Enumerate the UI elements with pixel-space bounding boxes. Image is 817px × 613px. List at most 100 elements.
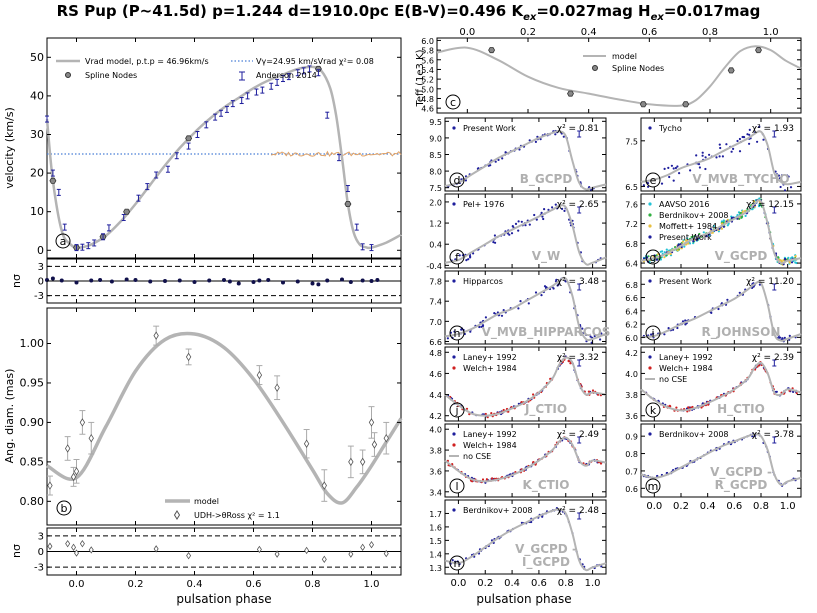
y-tick-label: 7.0 [429,318,442,327]
residual-point [65,539,71,548]
angdiam-point [348,457,354,467]
angdiam-point [64,444,71,453]
y-tick-label: 0.80 [20,495,45,508]
residual-point [360,278,365,283]
photometry-point [675,406,678,409]
residual-point [79,539,85,548]
photometry-point [777,334,780,337]
photometry-point [717,307,720,311]
legend-label: Hipparcos [463,277,503,286]
photometry-point [524,224,527,227]
photometry-point [697,163,701,166]
residual-point [369,279,374,283]
photometry-point [555,278,558,281]
panel-badge [55,233,71,249]
chi2-label: χ² = 2.39 [752,353,794,363]
y-tick-label: 8.5 [429,151,442,160]
photometry-point [720,227,724,230]
photometry-point [492,241,495,244]
photometry-point [695,238,698,242]
y-tick-label: 6.6 [625,294,638,303]
y-tick-label: 5.4 [421,66,434,75]
residual-point [124,277,129,282]
x-tick-label: 0.2 [673,501,689,512]
photometry-point [485,478,488,481]
angdiam-point [303,439,310,448]
x-tick-label: 0.0 [646,501,662,512]
residual-point [74,280,79,285]
panel-badge-letter: k [650,404,657,417]
chi2-label: χ² = 3.48 [557,277,599,287]
residual-point [227,279,232,284]
photometry-point [494,241,497,244]
velocity-axes [46,37,402,259]
residual-point [360,543,366,552]
legend-label: Laney+ 1992 [463,430,517,439]
y-tick-label: 6.6 [429,338,442,347]
angdiam-point [371,440,378,449]
residual-point [251,279,256,284]
residual-point [98,278,103,283]
photometry-point [663,167,666,170]
x-tick-label: 1.0 [585,578,601,589]
photometry-point [674,246,677,249]
photometry-point [569,362,572,365]
angdiam-point [70,472,77,482]
y-tick-label: 0.90 [20,416,45,429]
model-curve-n [444,508,607,572]
legend-label: model [194,497,219,506]
photometry-point [710,228,713,231]
photometry-point [748,128,751,131]
photometry-point [667,327,670,330]
photometry-point [561,207,564,210]
photometry-point [718,143,721,146]
photometry-point [534,291,538,294]
panel-badge-letter: l [455,480,458,493]
panel-badge [645,402,661,418]
x-axis-label: pulsation phase [476,592,571,606]
band-label: V_GCPD [715,249,768,264]
band-label: R_JOHNSON [702,325,781,340]
y-tick-label: 40 [30,89,44,102]
x-tick-label: 0.6 [246,579,262,590]
photometry-point [778,177,782,180]
panel-badge [645,325,661,341]
legend-swatch [452,443,456,447]
residual-point [316,282,321,287]
legend-label: AAVSO 2016 [659,200,709,209]
photometry-point [557,283,560,286]
photometry-point [738,150,742,153]
photometry-point [670,164,674,167]
panel-badge-letter: n [454,557,461,570]
photometry-point [701,151,704,154]
photometry-point [738,137,742,141]
y-tick-label: 3.8 [625,391,638,400]
residual-point [266,278,271,283]
chi2-label: χ² = 3.78 [752,430,794,440]
residual-point [207,278,212,283]
photometry-point [493,312,496,315]
y-tick-label: 0.8 [625,450,638,459]
x-tick-label: 0.4 [187,579,203,590]
photometry-point [543,208,546,211]
photometry-point [554,203,557,206]
panel-badge [449,172,465,188]
chi2-label: χ² = 2.65 [557,200,599,210]
photometry-point [775,173,779,176]
angdiam-point [153,331,159,340]
photometry-point [784,258,787,261]
legend-label: Anderson 2014 [256,71,317,80]
title-text-2: =0.027mag H [536,2,651,20]
y-tick-label: 5.6 [421,56,434,65]
photometry-point [647,185,650,188]
panel-badge [645,172,661,188]
band-label: V_GCPD - [515,542,577,557]
figure-title: RS Pup (P~41.5d) p=1.244 d=1910.0pc E(B-… [0,2,817,23]
residual-point [274,550,280,558]
legend-label: Spline Nodes [612,64,664,73]
y-tick-label: 0 [37,244,44,257]
photometry-axes-j [444,346,607,422]
legend-label: Welch+ 1984 [463,441,517,450]
band-label: B_GCPD [520,172,573,187]
